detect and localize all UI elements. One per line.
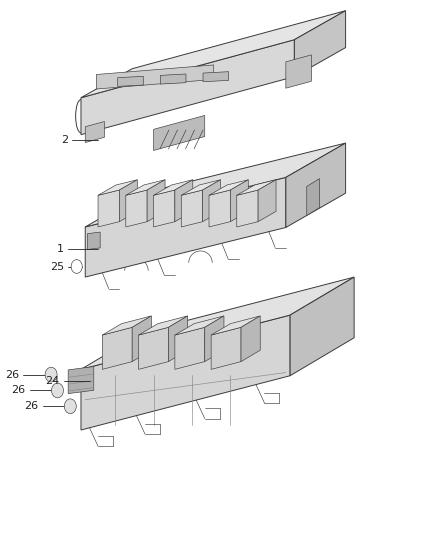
Polygon shape [205, 316, 224, 361]
Polygon shape [211, 327, 241, 369]
Polygon shape [85, 143, 346, 227]
Polygon shape [307, 179, 320, 215]
Polygon shape [138, 327, 169, 369]
Polygon shape [87, 232, 100, 249]
Polygon shape [209, 180, 248, 195]
Polygon shape [102, 316, 152, 335]
Polygon shape [154, 180, 193, 195]
Polygon shape [175, 316, 224, 335]
Polygon shape [96, 65, 214, 89]
Polygon shape [147, 180, 165, 222]
Polygon shape [118, 76, 143, 86]
Polygon shape [294, 11, 346, 77]
Polygon shape [203, 180, 221, 222]
Text: 25: 25 [50, 262, 64, 271]
Circle shape [71, 260, 82, 273]
Polygon shape [237, 180, 276, 195]
Circle shape [64, 399, 76, 414]
Polygon shape [230, 180, 248, 222]
Polygon shape [211, 316, 260, 335]
Polygon shape [154, 190, 175, 227]
Polygon shape [81, 315, 290, 430]
Text: 24: 24 [46, 376, 60, 386]
Polygon shape [237, 190, 258, 227]
Text: 1: 1 [57, 245, 64, 254]
Polygon shape [241, 316, 260, 361]
Polygon shape [209, 190, 230, 227]
Polygon shape [175, 180, 193, 222]
Polygon shape [181, 180, 221, 195]
Polygon shape [85, 122, 104, 142]
Polygon shape [81, 277, 354, 369]
Polygon shape [81, 11, 346, 98]
Circle shape [52, 383, 64, 398]
Polygon shape [290, 277, 354, 376]
Polygon shape [169, 316, 187, 361]
Polygon shape [85, 177, 286, 277]
Polygon shape [132, 316, 152, 361]
Polygon shape [120, 180, 137, 222]
Text: 2: 2 [61, 135, 68, 145]
Polygon shape [160, 74, 186, 84]
Polygon shape [138, 316, 187, 335]
Polygon shape [154, 116, 205, 150]
Circle shape [45, 367, 57, 382]
Text: 26: 26 [5, 369, 19, 379]
Polygon shape [286, 55, 311, 88]
Polygon shape [68, 367, 94, 393]
Polygon shape [286, 143, 346, 228]
Text: 26: 26 [11, 385, 25, 395]
Polygon shape [126, 190, 147, 227]
Polygon shape [203, 71, 229, 82]
Polygon shape [126, 180, 165, 195]
Polygon shape [98, 190, 120, 227]
Polygon shape [81, 39, 294, 135]
Polygon shape [175, 327, 205, 369]
Polygon shape [258, 180, 276, 222]
Polygon shape [181, 190, 203, 227]
Text: 26: 26 [24, 401, 38, 411]
Polygon shape [102, 327, 132, 369]
Polygon shape [98, 180, 137, 195]
